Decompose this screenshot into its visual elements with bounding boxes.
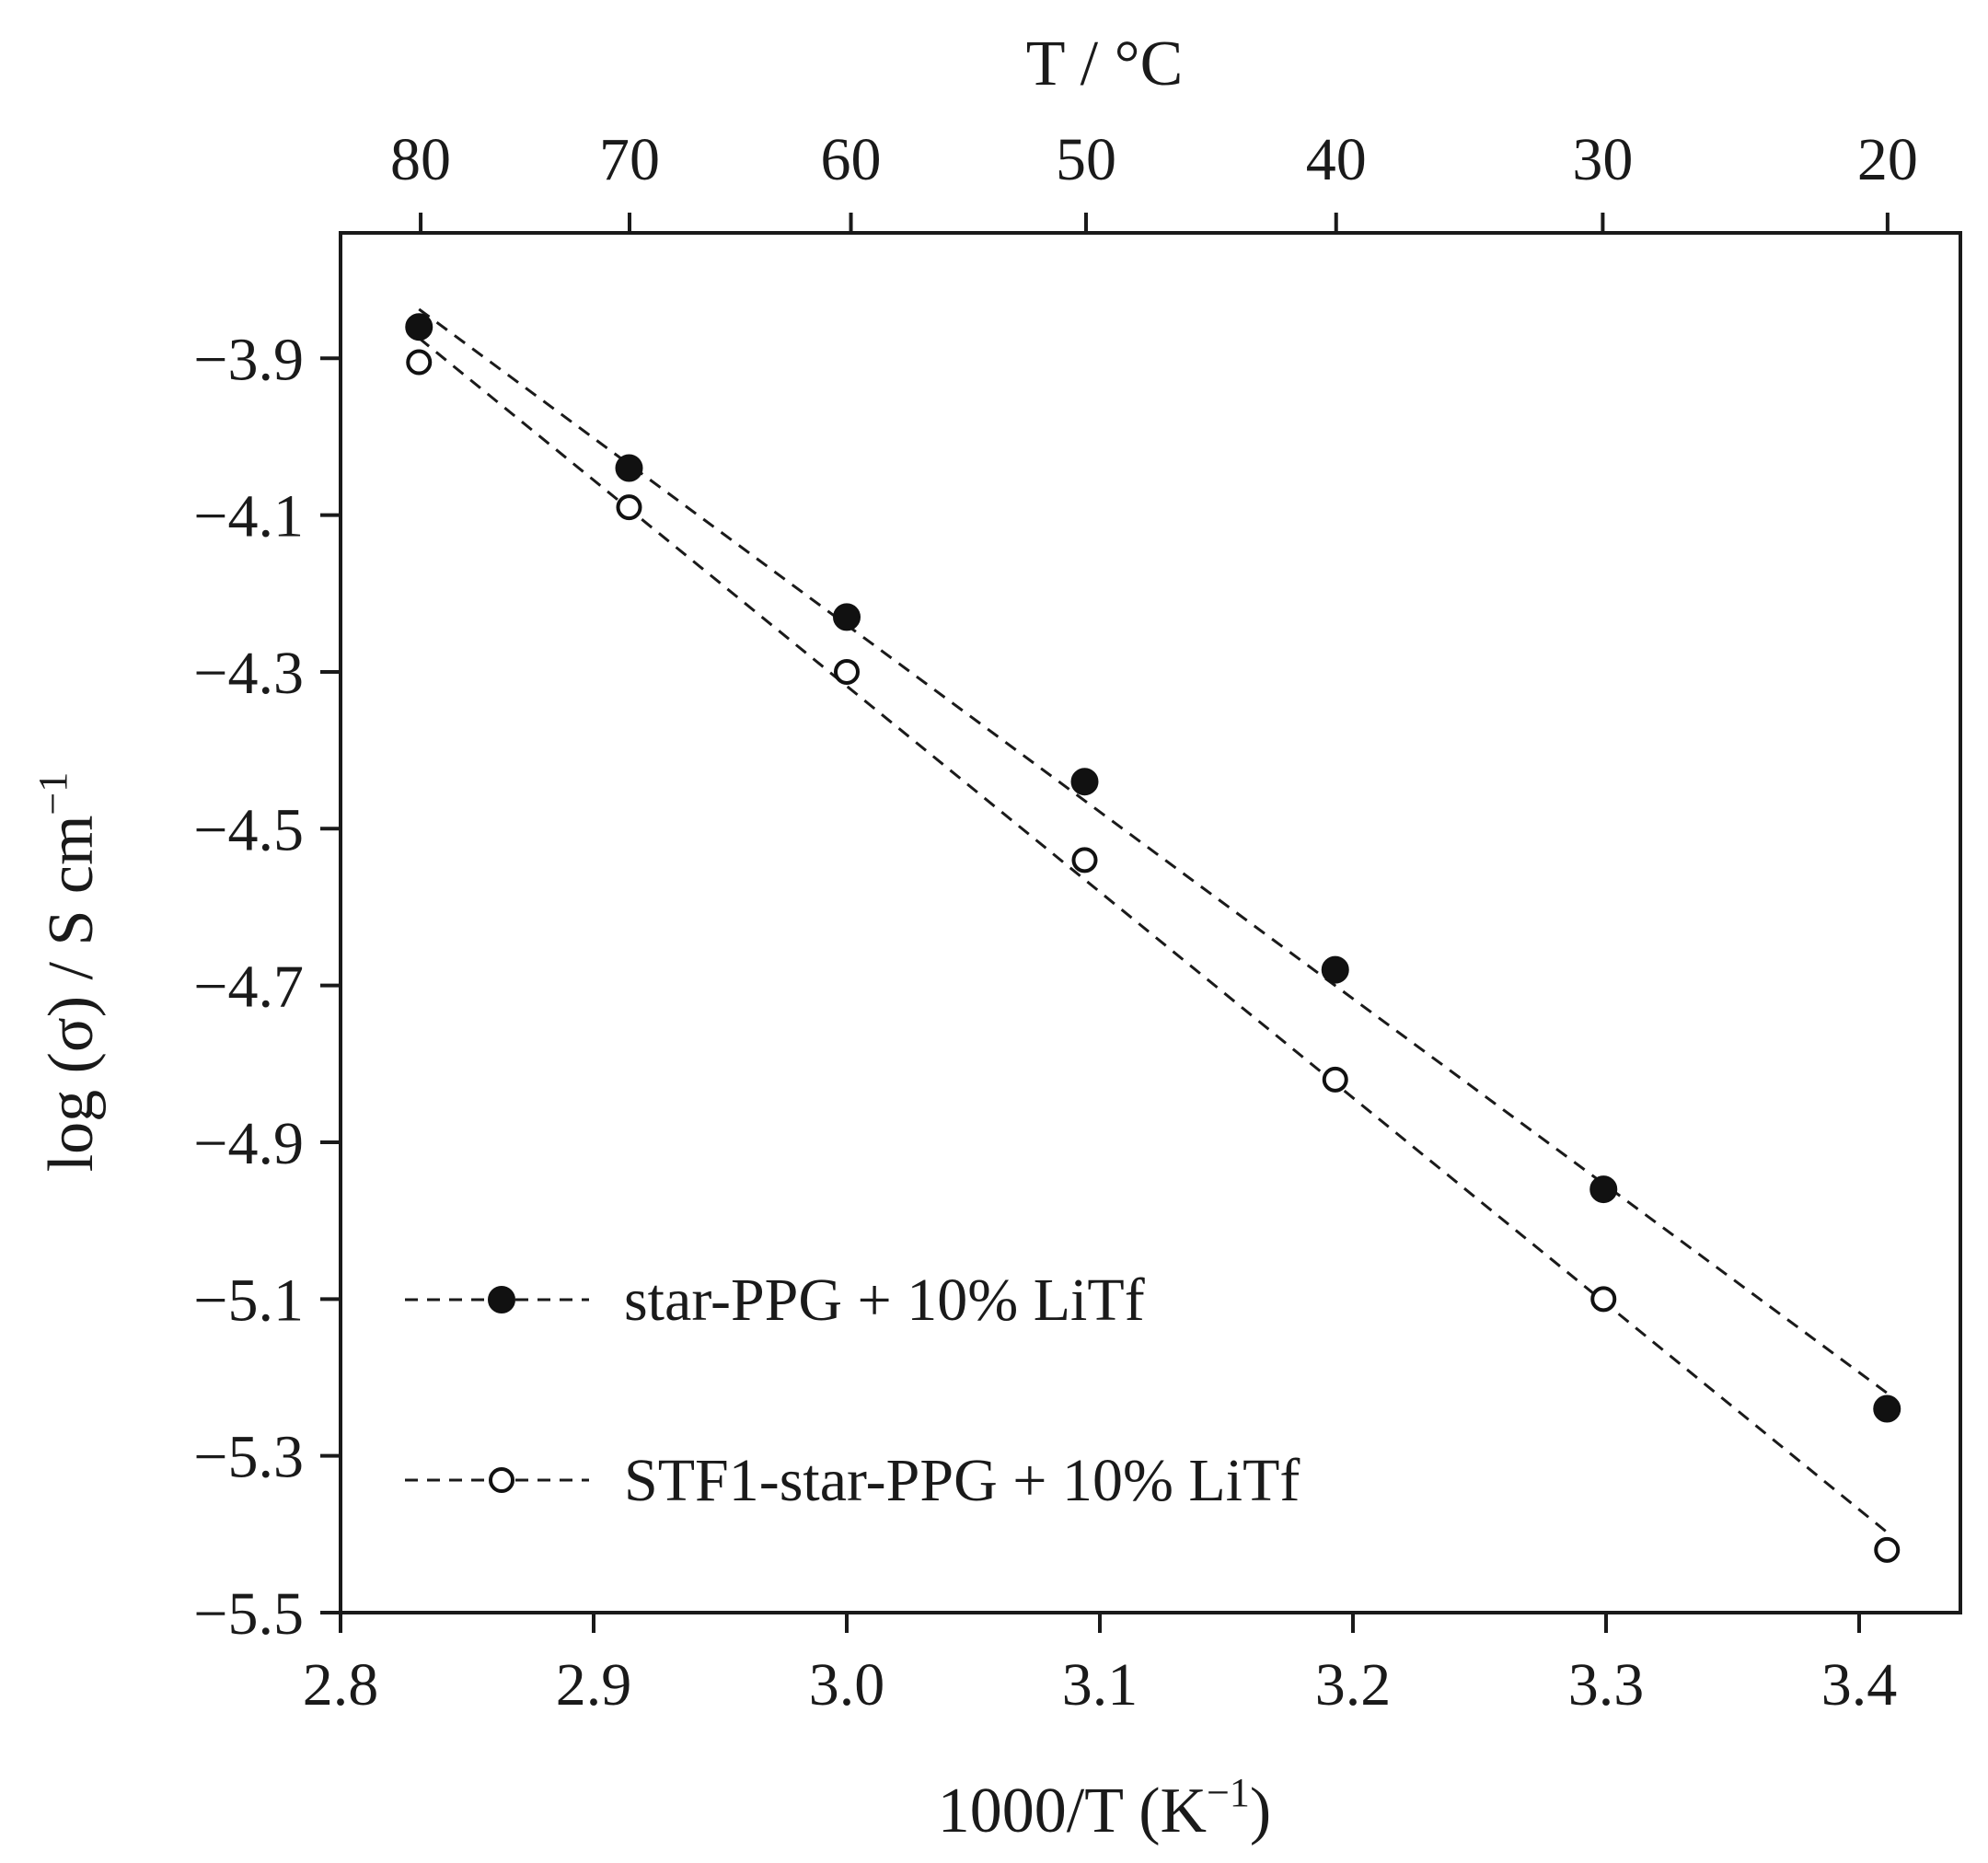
y-axis-title-superscript: −1 xyxy=(30,772,75,816)
x-axis-title-superscript: −1 xyxy=(1207,1770,1250,1815)
filled-data-point xyxy=(615,454,643,482)
filled-data-point xyxy=(833,603,861,631)
y-tick-label: −4.1 xyxy=(193,483,304,550)
open-data-point xyxy=(1874,1536,1901,1563)
open-data-point xyxy=(616,494,642,521)
filled-data-point xyxy=(1873,1394,1901,1423)
x-tick-label: 3.3 xyxy=(1568,1651,1645,1718)
x-tick-label: 2.8 xyxy=(303,1651,379,1718)
legend: star-PPG + 10% LiTf STF1-star-PPG + 10% L… xyxy=(405,1267,1300,1514)
open-data-point xyxy=(1590,1286,1617,1313)
legend-label-1: star-PPG + 10% LiTf xyxy=(624,1267,1145,1334)
ticks-layer: 2.8 2.9 3.0 3.1 3.2 3.3 3.4 −3.9 −4.1 −4.3 −4.5 −4.… xyxy=(193,126,1918,1718)
x-tick-label: 3.1 xyxy=(1062,1651,1138,1718)
x-axis-title: 1000/T (K−1) xyxy=(938,1770,1271,1846)
filled-data-point xyxy=(1070,768,1099,796)
y-tick-label: −4.3 xyxy=(193,640,304,707)
x-axis-title-main: 1000/T (K xyxy=(938,1776,1207,1846)
filled-data-point xyxy=(1589,1175,1618,1204)
open-data-point xyxy=(834,658,860,685)
open-data-point xyxy=(406,349,433,376)
x-tick-label: 3.4 xyxy=(1821,1651,1898,1718)
x-tick-label: 3.0 xyxy=(809,1651,885,1718)
plot-frame-layer xyxy=(339,231,1962,1614)
y-tick-label: −5.5 xyxy=(193,1580,304,1648)
legend-label-2: STF1-star-PPG + 10% LiTf xyxy=(624,1447,1300,1514)
filled-data-point xyxy=(1321,955,1349,984)
x-tick-label: 2.9 xyxy=(556,1651,632,1718)
top-x-tick-label: 30 xyxy=(1572,126,1633,193)
top-x-tick-label: 80 xyxy=(390,126,451,193)
top-x-axis-title: T / °C xyxy=(1026,29,1184,99)
x-tick-label: 3.2 xyxy=(1315,1651,1392,1718)
open-data-point xyxy=(1071,847,1098,874)
x-axis-title-end: ) xyxy=(1250,1776,1271,1846)
legend-marker-2 xyxy=(489,1467,514,1493)
top-x-tick-label: 70 xyxy=(599,126,660,193)
filled-data-point xyxy=(405,313,433,341)
top-x-tick-label: 50 xyxy=(1056,126,1116,193)
top-x-tick-label: 60 xyxy=(821,126,882,193)
y-tick-label: −4.7 xyxy=(193,954,304,1021)
y-axis-title: log (σ) / S cm−1 xyxy=(30,772,107,1173)
y-tick-label: −4.5 xyxy=(193,796,304,863)
top-x-tick-label: 20 xyxy=(1857,126,1918,193)
y-tick-label: −3.9 xyxy=(193,326,304,393)
y-tick-label: −5.1 xyxy=(193,1267,304,1334)
fit-line-series-1 xyxy=(418,307,1889,1394)
data-points-layer xyxy=(405,313,1901,1563)
fit-lines-layer xyxy=(418,307,1889,1533)
y-tick-label: −5.3 xyxy=(193,1424,304,1491)
fit-line-series-2 xyxy=(418,337,1889,1533)
top-x-tick-label: 40 xyxy=(1306,126,1367,193)
open-data-point xyxy=(1322,1066,1348,1093)
plot-frame xyxy=(339,231,1962,1614)
y-tick-label: −4.9 xyxy=(193,1110,304,1177)
y-axis-title-main: log (σ) / S cm xyxy=(36,816,107,1173)
legend-marker-1 xyxy=(488,1286,515,1313)
